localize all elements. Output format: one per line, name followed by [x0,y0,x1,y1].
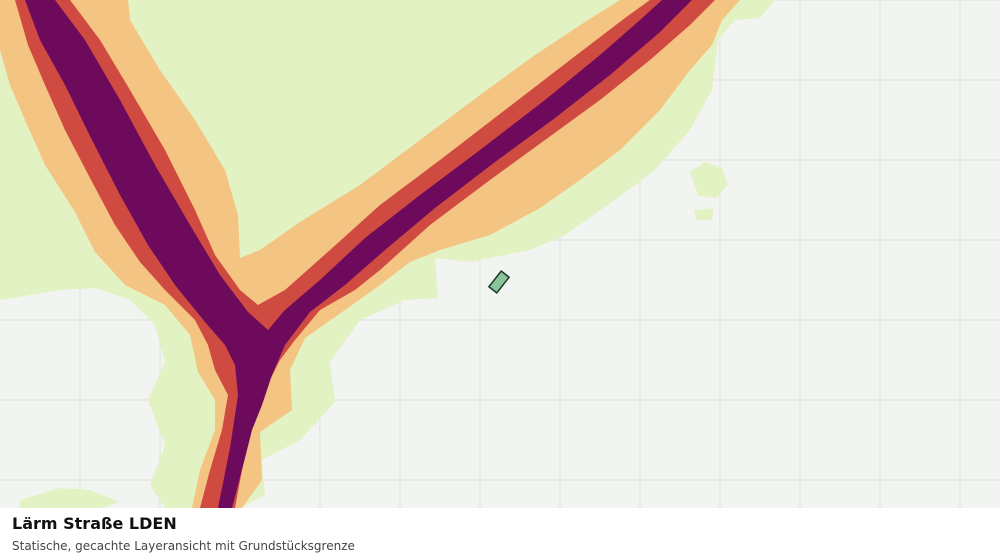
property-parcel[interactable] [487,269,511,295]
map-title: Lärm Straße LDEN [12,514,177,533]
map-caption: Lärm Straße LDEN Statische, gecachte Lay… [0,508,1000,560]
parcel-boundary[interactable] [487,269,511,295]
noise-map[interactable] [0,0,1000,508]
map-subtitle: Statische, gecachte Layeransicht mit Gru… [12,539,355,553]
noise-band-level-4 [25,0,692,508]
